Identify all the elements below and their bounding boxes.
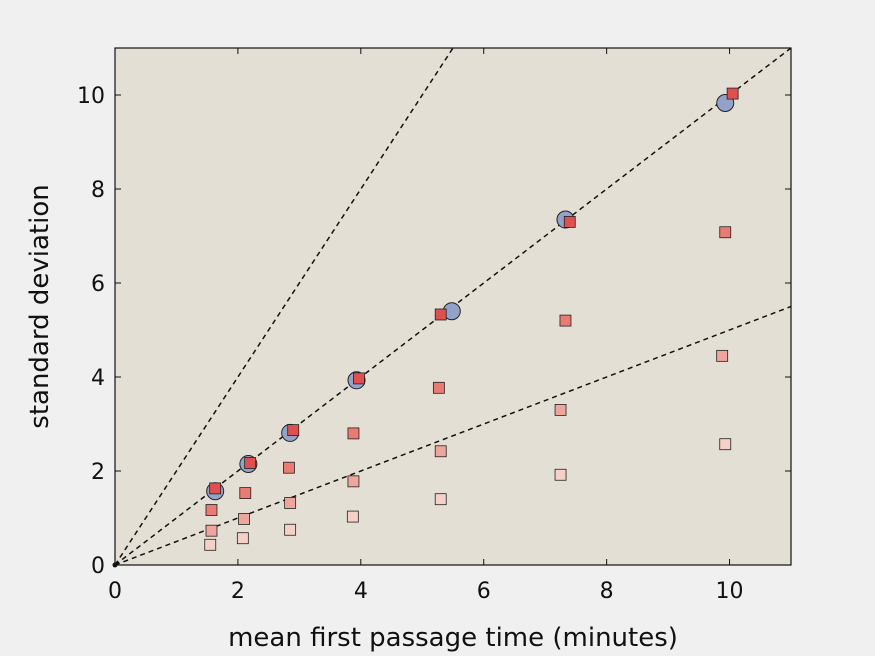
square-marker-2-7 xyxy=(726,87,739,100)
square-marker-2-3 xyxy=(287,424,300,437)
y-tick-label: 8 xyxy=(91,178,105,203)
y-axis-label: standard deviation xyxy=(25,184,55,428)
square-marker-5-1 xyxy=(204,538,217,551)
square-marker-3-7 xyxy=(719,226,732,239)
square-marker-4-1 xyxy=(205,524,218,537)
square-marker-3-1 xyxy=(205,504,218,516)
y-tick-label: 4 xyxy=(91,366,105,391)
x-tick-label: 6 xyxy=(477,579,491,604)
square-marker-3-4 xyxy=(347,427,360,440)
square-marker-4-5 xyxy=(434,445,447,458)
square-marker-2-6 xyxy=(563,215,576,228)
reference-line-3 xyxy=(114,305,792,566)
square-marker-4-7 xyxy=(716,349,729,362)
x-tick-label: 4 xyxy=(354,579,368,604)
x-tick-label: 2 xyxy=(231,579,245,604)
y-tick-label: 2 xyxy=(91,460,105,485)
square-marker-5-4 xyxy=(346,510,359,523)
plot-frame xyxy=(114,47,792,566)
square-marker-3-6 xyxy=(559,314,572,327)
y-tick-label: 0 xyxy=(91,554,105,579)
square-marker-2-1 xyxy=(209,482,222,495)
x-tick-label: 8 xyxy=(600,579,614,604)
square-marker-4-4 xyxy=(347,475,360,488)
data-markers xyxy=(204,87,739,551)
x-axis-label: mean first passage time (minutes) xyxy=(228,623,678,653)
square-marker-2-5 xyxy=(434,308,447,321)
x-tick-label: 0 xyxy=(108,579,122,604)
x-tick-label: 10 xyxy=(716,579,744,604)
reference-line-1 xyxy=(114,47,454,566)
square-marker-5-7 xyxy=(719,438,732,451)
square-marker-2-2 xyxy=(244,457,257,469)
y-tick-label: 10 xyxy=(77,84,105,109)
square-marker-4-3 xyxy=(284,497,297,509)
square-marker-5-2 xyxy=(236,532,249,545)
square-marker-5-5 xyxy=(434,493,447,506)
square-marker-4-2 xyxy=(238,513,250,525)
axis-ticks: 0 2 4 6 8 10 0 2 4 6 8 10 xyxy=(77,48,791,604)
square-marker-3-2 xyxy=(239,487,252,499)
square-marker-4-6 xyxy=(554,403,567,416)
square-marker-3-5 xyxy=(432,381,445,394)
y-tick-label: 6 xyxy=(91,272,105,297)
square-marker-2-4 xyxy=(353,372,365,385)
square-marker-5-6 xyxy=(554,468,567,481)
square-marker-5-3 xyxy=(284,523,297,536)
square-marker-3-3 xyxy=(283,461,295,474)
